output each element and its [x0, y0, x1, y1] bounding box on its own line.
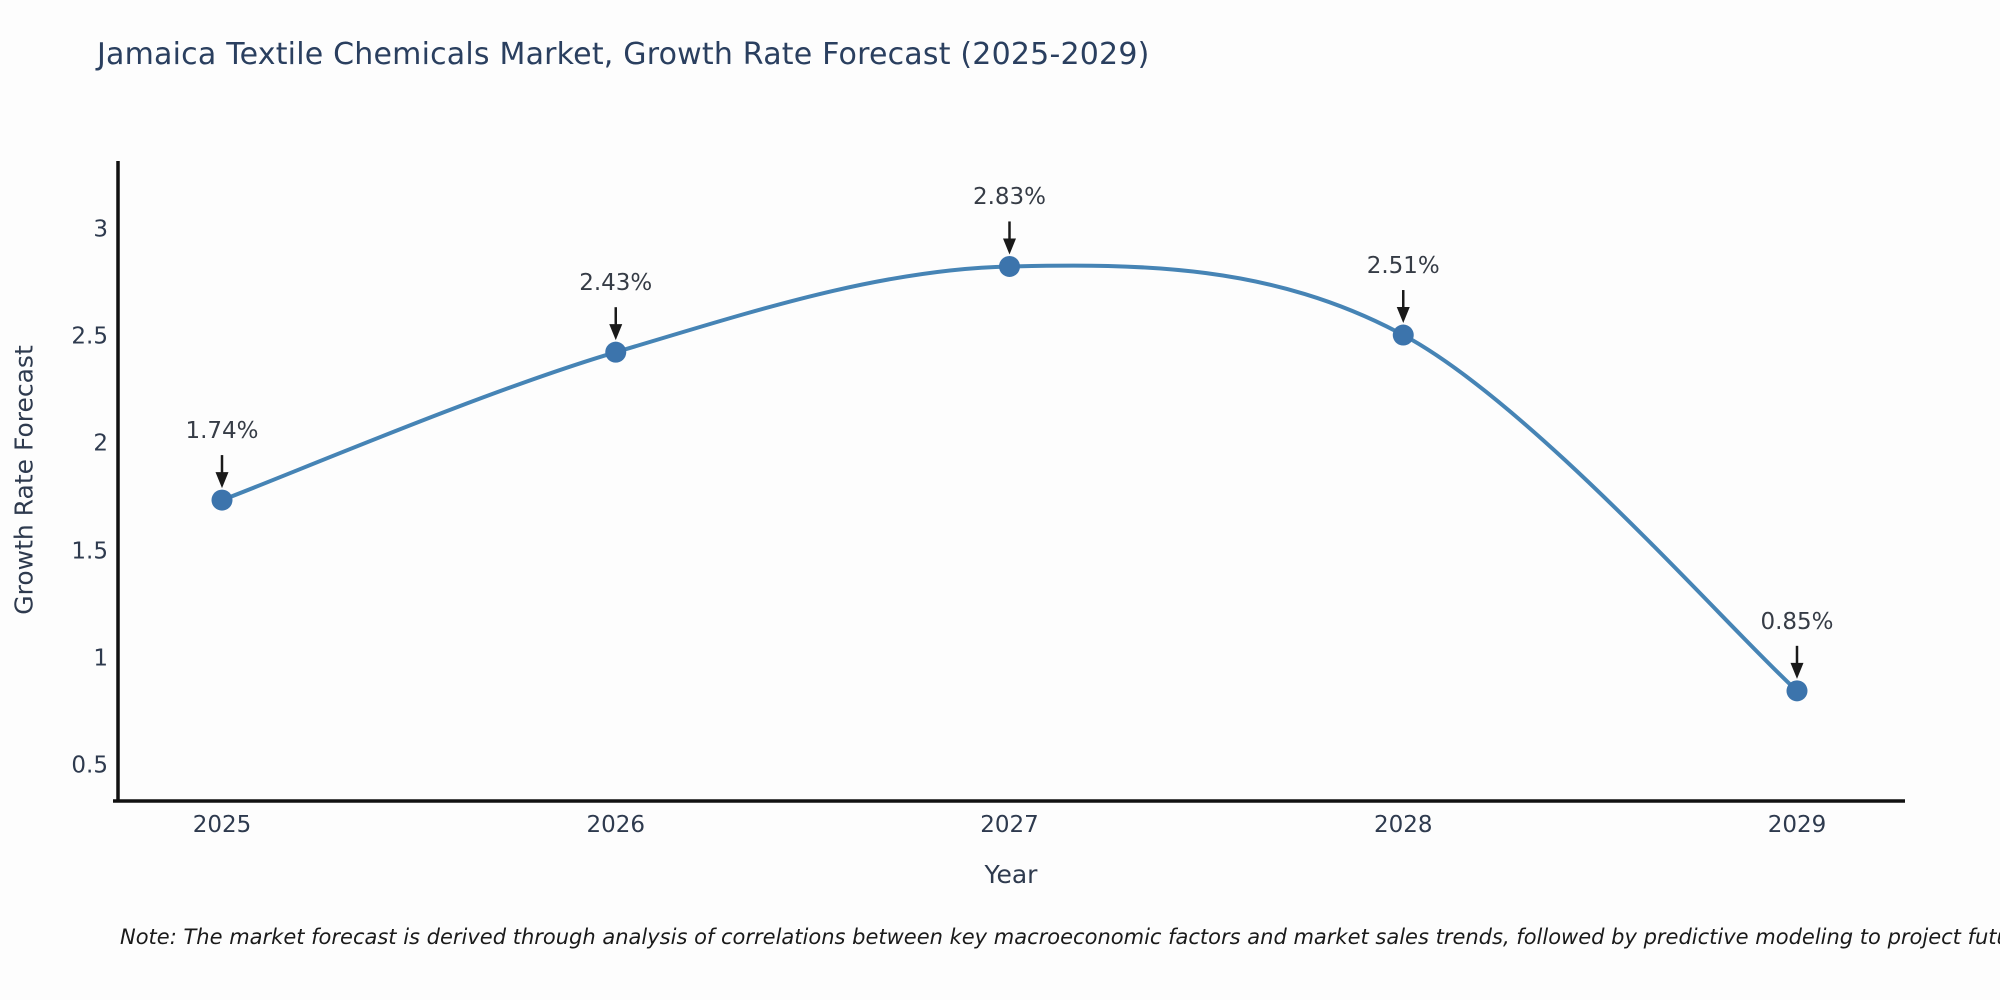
data-point-marker — [211, 489, 233, 511]
y-axis-title: Growth Rate Forecast — [9, 345, 39, 615]
y-tick-label: 2.5 — [71, 323, 108, 350]
series-line — [220, 263, 1799, 693]
chart-title: Jamaica Textile Chemicals Market, Growth… — [97, 37, 1150, 72]
x-tick-label: 2029 — [1767, 812, 1827, 838]
annotation-arrow-head — [1790, 662, 1804, 679]
data-point-marker — [999, 255, 1020, 277]
annotation-arrow-head — [1396, 307, 1410, 324]
y-tick-label: 1.5 — [71, 537, 108, 564]
x-tick-label: 2026 — [586, 812, 646, 838]
annotation-arrows — [215, 221, 1804, 679]
data-point-marker — [1786, 680, 1808, 702]
x-tick-label: 2028 — [1373, 812, 1433, 838]
data-points — [211, 255, 1808, 702]
y-tick-label: 3 — [93, 216, 108, 243]
y-tick-label: 2 — [93, 430, 108, 457]
data-point-marker — [605, 341, 627, 363]
annotation-arrow-head — [1003, 238, 1016, 255]
y-tick-label: 1 — [93, 645, 108, 672]
x-axis-title: Year — [984, 860, 1038, 889]
point-value-label: 2.43% — [579, 270, 653, 297]
footnote: Note: The market forecast is derived thr… — [120, 925, 2000, 949]
x-tick-label: 2025 — [192, 812, 252, 838]
y-tick-label: 0.5 — [71, 752, 108, 779]
point-value-label: 0.85% — [1760, 608, 1834, 635]
point-value-label: 2.51% — [1366, 253, 1440, 280]
point-value-label: 1.74% — [185, 418, 259, 445]
annotation-arrow-head — [215, 472, 229, 489]
annotation-arrow-head — [609, 324, 623, 341]
x-tick-label: 2027 — [980, 812, 1039, 838]
point-value-label: 2.83% — [972, 184, 1047, 211]
axes — [113, 161, 1905, 803]
data-point-marker — [1392, 324, 1414, 346]
